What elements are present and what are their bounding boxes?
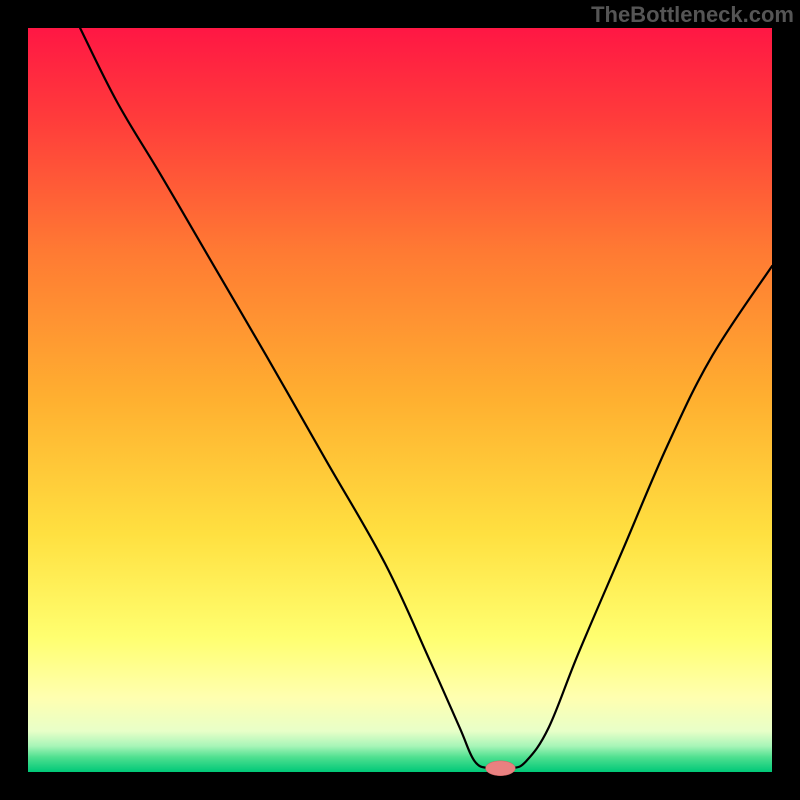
bottleneck-chart: TheBottleneck.com bbox=[0, 0, 800, 800]
watermark-text: TheBottleneck.com bbox=[591, 2, 794, 28]
chart-svg bbox=[0, 0, 800, 800]
